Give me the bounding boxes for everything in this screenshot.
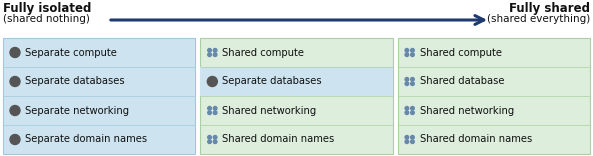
Circle shape <box>411 49 415 52</box>
Text: Separate databases: Separate databases <box>222 76 322 86</box>
Circle shape <box>411 78 415 81</box>
Circle shape <box>411 82 415 85</box>
Circle shape <box>405 53 409 56</box>
Circle shape <box>411 53 415 56</box>
Circle shape <box>208 136 211 139</box>
Text: Shared networking: Shared networking <box>222 105 317 115</box>
Circle shape <box>208 53 211 56</box>
Circle shape <box>10 105 20 115</box>
Text: (shared everything): (shared everything) <box>487 14 590 24</box>
Circle shape <box>10 134 20 144</box>
Text: Separate databases: Separate databases <box>25 76 125 86</box>
Text: Shared networking: Shared networking <box>420 105 514 115</box>
Bar <box>200 67 393 96</box>
Circle shape <box>208 49 211 52</box>
Circle shape <box>405 82 409 85</box>
Circle shape <box>411 111 415 115</box>
Circle shape <box>208 107 211 110</box>
Circle shape <box>405 136 409 139</box>
Circle shape <box>213 136 217 139</box>
Circle shape <box>411 140 415 144</box>
Text: Shared compute: Shared compute <box>222 47 304 58</box>
Circle shape <box>208 111 211 115</box>
Text: Fully isolated: Fully isolated <box>3 2 91 15</box>
Circle shape <box>405 111 409 115</box>
Circle shape <box>213 53 217 56</box>
Text: Shared domain names: Shared domain names <box>222 134 334 144</box>
Circle shape <box>411 136 415 139</box>
Circle shape <box>10 76 20 86</box>
Text: Separate compute: Separate compute <box>25 47 117 58</box>
Text: Separate networking: Separate networking <box>25 105 129 115</box>
Circle shape <box>405 49 409 52</box>
Circle shape <box>10 47 20 58</box>
Bar <box>3 38 195 154</box>
Circle shape <box>208 76 217 86</box>
Text: Separate domain names: Separate domain names <box>25 134 147 144</box>
Text: Shared compute: Shared compute <box>420 47 502 58</box>
Bar <box>398 38 590 154</box>
Text: Fully shared: Fully shared <box>509 2 590 15</box>
Bar <box>200 38 393 154</box>
Text: (shared nothing): (shared nothing) <box>3 14 90 24</box>
Text: Shared database: Shared database <box>420 76 504 86</box>
Circle shape <box>213 111 217 115</box>
Circle shape <box>213 107 217 110</box>
Circle shape <box>411 107 415 110</box>
Circle shape <box>213 49 217 52</box>
Circle shape <box>405 140 409 144</box>
Text: Shared domain names: Shared domain names <box>420 134 532 144</box>
Circle shape <box>405 107 409 110</box>
Circle shape <box>208 140 211 144</box>
Circle shape <box>213 140 217 144</box>
Circle shape <box>405 78 409 81</box>
